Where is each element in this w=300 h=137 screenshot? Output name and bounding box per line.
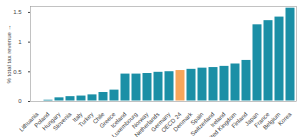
svg-text:Poland: Poland	[33, 111, 51, 129]
svg-text:Norway: Norway	[130, 111, 150, 130]
svg-text:Greece: Greece	[98, 111, 117, 130]
svg-text:1.5: 1.5	[13, 9, 22, 15]
svg-text:France: France	[253, 111, 271, 129]
svg-text:Hungary: Hungary	[41, 111, 62, 132]
svg-text:Italy: Italy	[71, 111, 84, 124]
svg-text:% total tax revenue →: % total tax revenue →	[6, 24, 12, 83]
svg-text:0.5: 0.5	[13, 69, 22, 75]
svg-text:Germany: Germany	[149, 111, 172, 133]
svg-text:Turkey: Turkey	[77, 111, 95, 129]
svg-text:0: 0	[18, 98, 22, 104]
svg-text:Korea: Korea	[277, 111, 293, 127]
svg-text:Slovenia: Slovenia	[52, 111, 73, 132]
svg-text:Iceland: Iceland	[109, 111, 128, 130]
svg-text:Japan: Japan	[243, 111, 260, 127]
svg-text:Finland: Finland	[230, 111, 249, 130]
svg-text:Belgium: Belgium	[262, 111, 282, 131]
svg-text:Chile: Chile	[91, 111, 106, 126]
svg-text:Denmark: Denmark	[172, 111, 194, 133]
svg-text:Ireland: Ireland	[209, 111, 227, 129]
svg-text:1: 1	[18, 39, 22, 45]
svg-text:OECD 24: OECD 24	[160, 111, 183, 134]
svg-text:Spain: Spain	[189, 111, 205, 127]
svg-text:Lithuania: Lithuania	[18, 111, 40, 133]
